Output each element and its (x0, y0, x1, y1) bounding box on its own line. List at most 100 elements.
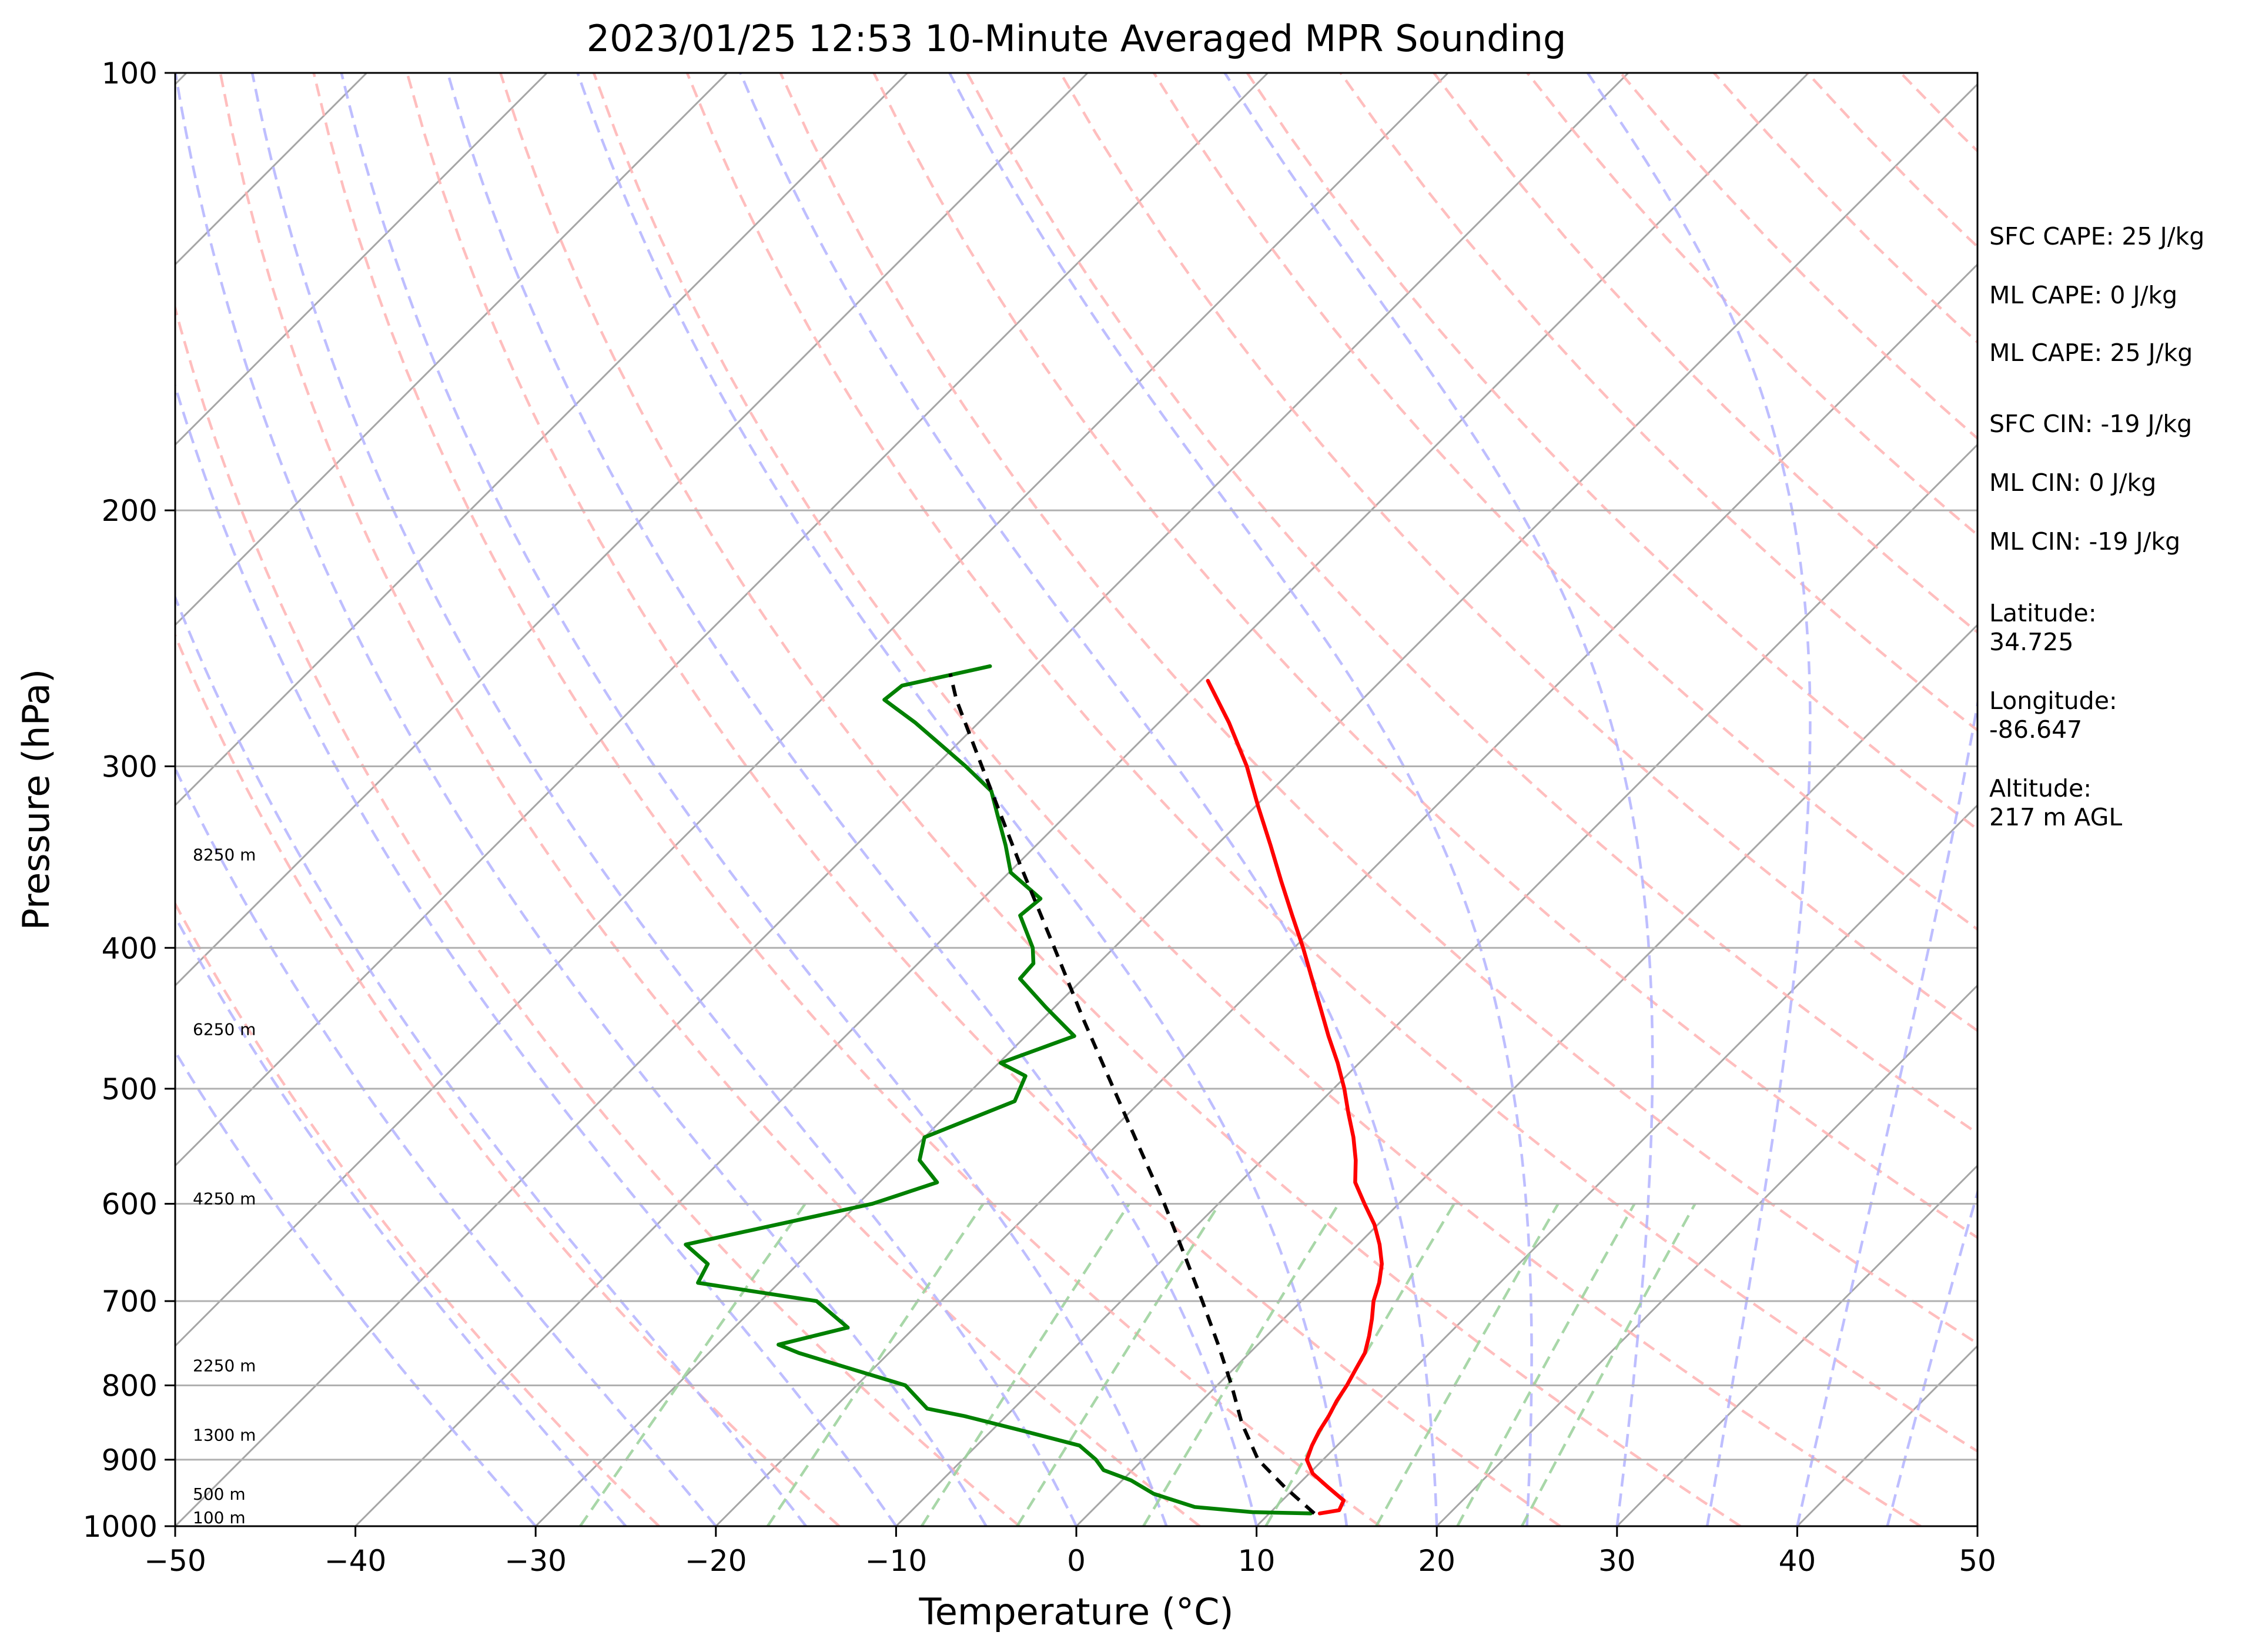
longitude-value: -86.647 (1989, 715, 2082, 744)
isotherm-line (354, 73, 1809, 1526)
sfc-cape-text: SFC CAPE: 25 J/kg (1989, 222, 2204, 250)
pressure-gridlines (175, 509, 1977, 1461)
y-tick-label: 900 (102, 1443, 158, 1477)
isotherm-line (175, 73, 728, 627)
isotherm-line (715, 263, 1977, 1526)
height-markers: 100 m 500 m 1300 m 2250 m 4250 m 6250 m 8250 m (193, 845, 256, 1527)
mixing-ratio-line (766, 1203, 985, 1526)
isotherm-line (1616, 1164, 1977, 1526)
x-axis-label: Temperature (°C) (918, 1590, 1233, 1633)
longitude-label: Longitude: (1989, 687, 2117, 715)
y-tick-label: 700 (102, 1285, 158, 1319)
y-tick-label: 600 (102, 1188, 158, 1222)
isotherm-line (1075, 623, 1977, 1526)
isotherm-line (895, 443, 1977, 1526)
isotherm-line (1256, 804, 1977, 1526)
x-tick-label: 40 (1779, 1544, 1816, 1578)
temperature-line (1206, 678, 1384, 1516)
ml-cape-text: ML CAPE: 0 J/kg (1989, 281, 2177, 309)
altitude-value: 217 m AGL (1989, 803, 2122, 831)
moist-adiabat-line (1223, 73, 1654, 1526)
x-tick-label: −20 (685, 1544, 747, 1578)
x-tick-label: −10 (865, 1544, 928, 1578)
x-tick-label: 10 (1238, 1544, 1276, 1578)
dry-adiabat-line (592, 73, 1922, 1526)
isotherm-line (175, 73, 908, 807)
dry-adiabat-line (872, 73, 1977, 1239)
dry-adiabat-line (175, 901, 660, 1526)
mixing-ratio-line (1521, 1203, 1696, 1526)
altitude-label: Altitude: (1989, 774, 2092, 802)
moist-adiabat-line (175, 765, 717, 1526)
dry-adiabat-line (219, 73, 1201, 1526)
y-tick-label: 1000 (83, 1510, 158, 1544)
y-tick-label: 500 (102, 1072, 158, 1106)
isotherm-line (175, 73, 1269, 1167)
x-tick-label: 50 (1959, 1544, 1996, 1578)
moist-adiabat-line (948, 73, 1533, 1526)
dry-adiabat-line (1339, 73, 1977, 732)
height-marker-label: 6250 m (193, 1020, 256, 1039)
isotherm-line (0, 73, 6, 1526)
sfc-cin-text: SFC CIN: -19 J/kg (1989, 410, 2192, 438)
dry-adiabat-line (1152, 73, 1977, 931)
y-tick-label: 400 (102, 931, 158, 965)
isotherm-line (175, 73, 1089, 987)
dry-adiabat-line (175, 303, 1020, 1526)
y-tick-label: 300 (102, 750, 158, 784)
dry-adiabat-line (406, 73, 1561, 1526)
y-tick-label: 800 (102, 1369, 158, 1403)
moist-adiabat-line (175, 914, 627, 1526)
ml-cin-text: ML CIN: 0 J/kg (1989, 469, 2156, 497)
dry-adiabat-line (966, 73, 1977, 1135)
moist-adiabat-line (250, 73, 1078, 1526)
chart-title: 2023/01/25 12:53 10-Minute Averaged MPR … (587, 17, 1567, 60)
sounding-profiles (684, 664, 1384, 1516)
parcel-profile-line (948, 673, 1316, 1515)
mixing-ratio-line (1016, 1203, 1221, 1526)
height-marker-label: 1300 m (193, 1425, 256, 1444)
background-lines (0, 73, 1977, 1526)
x-tick-label: −40 (324, 1544, 387, 1578)
moist-adiabat-line (175, 73, 988, 1526)
height-marker-label: 8250 m (193, 845, 256, 864)
x-axis-ticks: −50 −40 −30 −20 −10 0 10 20 30 40 50 (144, 1526, 1996, 1578)
ml-cin-text-2: ML CIN: -19 J/kg (1989, 527, 2180, 556)
isotherm-line (175, 73, 548, 446)
x-tick-label: 20 (1418, 1544, 1455, 1578)
ml-cape-text-2: ML CAPE: 25 J/kg (1989, 339, 2193, 367)
isotherm-line (175, 73, 1449, 1347)
dry-adiabat-line (312, 73, 1381, 1526)
moist-adiabat-line (446, 73, 1258, 1526)
x-tick-label: −50 (144, 1544, 206, 1578)
x-tick-label: 0 (1067, 1544, 1086, 1578)
height-marker-label: 2250 m (193, 1356, 256, 1375)
isotherm-line (1436, 984, 1977, 1526)
plot-frame (174, 72, 1979, 1527)
moist-adiabat-line (739, 73, 1438, 1526)
isotherm-line (535, 83, 1977, 1526)
y-tick-label: 200 (102, 494, 158, 528)
moist-adiabat-line (1886, 1188, 1977, 1526)
moist-adiabat-line (340, 73, 1168, 1526)
height-marker-label: 4250 m (193, 1189, 256, 1209)
moist-adiabat-line (175, 594, 807, 1526)
moist-adiabat-line (175, 1049, 537, 1526)
dry-adiabat-line (499, 73, 1742, 1526)
moist-adiabat-line (175, 382, 898, 1526)
dry-adiabat-line (685, 73, 1977, 1453)
height-marker-label: 500 m (193, 1484, 246, 1504)
latitude-value: 34.725 (1989, 628, 2073, 656)
isotherm-line (175, 73, 1629, 1526)
dewpoint-line (684, 664, 1313, 1516)
y-axis-label: Pressure (hPa) (15, 669, 58, 931)
y-tick-label: 100 (102, 56, 158, 91)
x-tick-label: −30 (504, 1544, 567, 1578)
dry-adiabat-line (175, 632, 841, 1526)
height-marker-label: 100 m (193, 1508, 246, 1527)
x-tick-label: 30 (1598, 1544, 1636, 1578)
moist-adiabat-line (1586, 73, 1812, 1526)
info-panel: SFC CAPE: 25 J/kg ML CAPE: 0 J/kg ML CAP… (1989, 222, 2204, 831)
moist-adiabat-line (576, 73, 1348, 1526)
